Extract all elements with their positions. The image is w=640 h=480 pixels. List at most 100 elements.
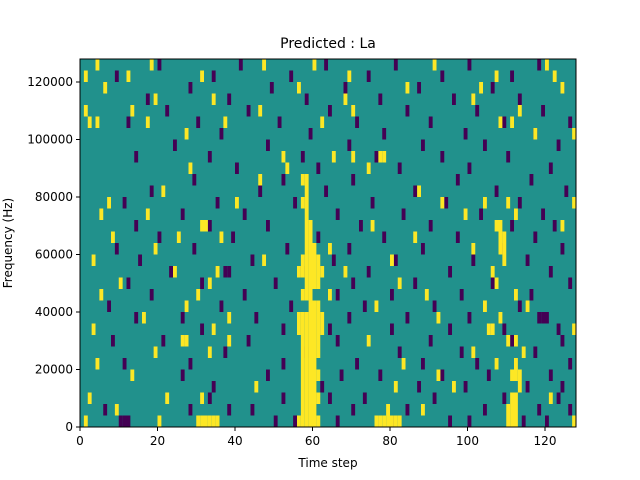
heatmap-cell-low (510, 220, 515, 232)
heatmap-cell-low (417, 381, 422, 393)
heatmap-cell-low (517, 300, 522, 312)
heatmap-cell-low (289, 70, 294, 82)
heatmap-cell-high (254, 381, 259, 393)
heatmap-cell-high (432, 59, 437, 71)
heatmap-cell-high (91, 323, 96, 335)
heatmap-cell-low (103, 404, 108, 416)
heatmap-cell-high (300, 266, 305, 278)
heatmap-cell-low (568, 116, 573, 128)
heatmap-cell-high (560, 82, 565, 94)
heatmap-cell-high (258, 174, 263, 186)
heatmap-cell-high (494, 70, 499, 82)
heatmap-cell-low (548, 162, 553, 174)
heatmap-cell-low (452, 93, 456, 105)
heatmap-cell-low (180, 208, 185, 220)
heatmap-cell-high (378, 415, 383, 427)
heatmap-cell-low (548, 266, 553, 278)
heatmap-cell-low (188, 404, 193, 416)
heatmap-cell-high (300, 174, 305, 186)
heatmap-cell-high (215, 266, 220, 278)
heatmap-cell-high (297, 266, 301, 278)
heatmap-cell-low (421, 139, 425, 151)
heatmap-cell-high (285, 162, 290, 174)
heatmap-cell-high (83, 70, 88, 82)
heatmap-cell-low (122, 197, 127, 209)
heatmap-cell-low (355, 116, 360, 128)
heatmap-cell-high (498, 243, 503, 255)
heatmap-cell-low (366, 266, 371, 278)
heatmap-cell-low (459, 289, 464, 301)
heatmap-cell-low (223, 346, 228, 358)
heatmap-cell-high (347, 70, 352, 82)
heatmap-cell-high (180, 335, 185, 347)
heatmap-cell-high (262, 59, 267, 71)
heatmap-cell-low (382, 231, 387, 243)
heatmap-cell-high (91, 254, 96, 266)
heatmap-cell-high (300, 335, 305, 347)
heatmap-cell-high (320, 116, 325, 128)
heatmap-cell-low (138, 254, 143, 266)
heatmap-cell-low (122, 415, 127, 427)
heatmap-cell-low (328, 323, 332, 335)
heatmap-cell-high (440, 197, 445, 209)
heatmap-cell-high (184, 128, 189, 140)
heatmap-cell-low (215, 197, 220, 209)
heatmap-cell-low (405, 404, 410, 416)
heatmap-cell-low (421, 358, 425, 370)
heatmap-cell-low (200, 277, 205, 289)
heatmap-cell-low (440, 70, 445, 82)
heatmap-cell-high (83, 415, 88, 427)
heatmap-cell-low (134, 312, 139, 324)
heatmap-cell-high (130, 369, 135, 381)
heatmap-cell-high (200, 415, 205, 427)
heatmap-cell-high (401, 358, 406, 370)
heatmap-cell-low (219, 128, 224, 140)
x-axis-label: Time step (297, 456, 357, 470)
heatmap-cell-low (246, 105, 251, 117)
heatmap-cell-high (548, 392, 553, 404)
heatmap-cell-high (525, 300, 530, 312)
heatmap-cell-high (517, 105, 522, 117)
heatmap-cell-low (347, 243, 352, 255)
heatmap-cell-high (215, 415, 220, 427)
heatmap-cell-low (564, 185, 569, 197)
heatmap-cell-high (316, 312, 321, 324)
heatmap-cell-high (304, 404, 309, 416)
heatmap-cell-high (304, 277, 309, 289)
heatmap-cell-high (262, 254, 267, 266)
heatmap-cell-high (308, 369, 313, 381)
heatmap-cell-high (316, 369, 321, 381)
heatmap-cell-high (235, 197, 239, 209)
heatmap-cell-low (362, 392, 367, 404)
heatmap-cell-low (455, 174, 460, 186)
heatmap-cell-high (304, 208, 309, 220)
heatmap-cell-high (436, 369, 441, 381)
heatmap-cell-high (494, 220, 499, 232)
heatmap-cell-low (316, 231, 321, 243)
heatmap-cell-low (293, 415, 298, 427)
heatmap-cell-low (382, 128, 387, 140)
heatmap-cell-high (142, 312, 146, 324)
heatmap-cell-high (514, 404, 518, 416)
heatmap-cell-high (204, 415, 208, 427)
heatmap-cell-high (320, 323, 325, 335)
heatmap-cell-high (95, 59, 100, 71)
heatmap-cell-high (498, 312, 503, 324)
heatmap-cell-high (188, 162, 193, 174)
heatmap-cell-high (510, 392, 515, 404)
heatmap-cell-high (514, 208, 518, 220)
heatmap-cell-high (227, 335, 232, 347)
heatmap-cell-low (428, 220, 433, 232)
heatmap-cell-high (486, 323, 491, 335)
heatmap-cell-high (130, 105, 135, 117)
heatmap-cell-low (537, 312, 542, 324)
heatmap-cell-low (417, 82, 422, 94)
heatmap-cell-low (320, 381, 325, 393)
heatmap-cell-low (328, 392, 332, 404)
heatmap-cell-low (374, 151, 379, 163)
heatmap-cell-high (421, 404, 425, 416)
heatmap-cell-low (459, 346, 464, 358)
heatmap-cell-high (304, 289, 309, 301)
plot-frame (79, 58, 577, 428)
heatmap-cell-high (118, 277, 123, 289)
